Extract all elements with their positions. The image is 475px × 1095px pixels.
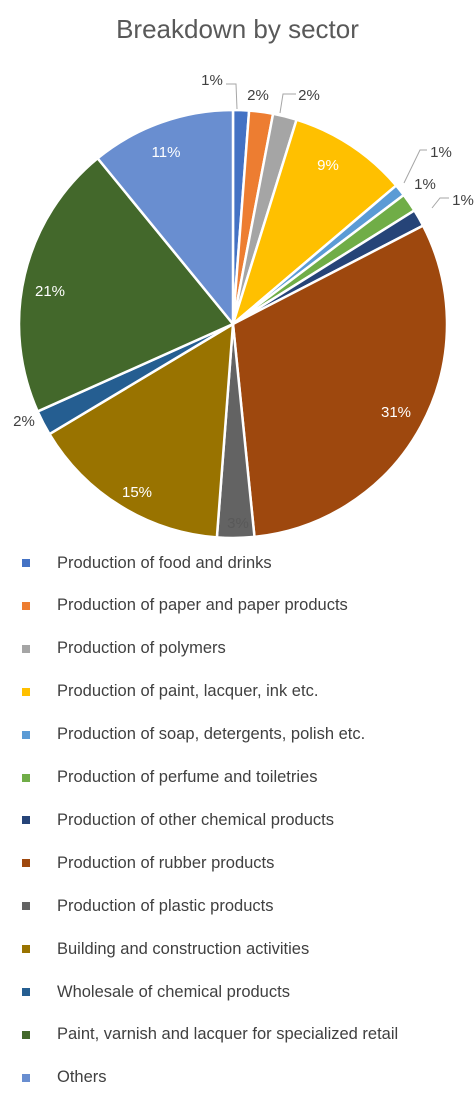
legend-item-production-of-polymers: Production of polymers	[22, 637, 226, 661]
pie-slice-production-of-rubber-products	[231, 224, 449, 539]
data-label-production-of-paint-lacquer-ink-etc: 9%	[317, 157, 339, 174]
legend-label: Production of polymers	[57, 639, 226, 658]
data-labels: 1% 2% 2% 9% 1% 1% 1% 31% 3% 15% 2% 21% 11%	[13, 72, 474, 532]
legend-swatch	[22, 1073, 30, 1082]
legend-label: Production of paint, lacquer, ink etc.	[57, 682, 319, 701]
leader-lines	[226, 83, 449, 209]
legend-label: Production of other chemical products	[57, 810, 334, 829]
data-label-production-of-food-and-drinks: 1%	[201, 72, 223, 89]
legend-swatch	[22, 1030, 30, 1039]
chart-title: Breakdown by sector	[116, 14, 359, 44]
leader-line-production-of-food-and-drinks	[226, 83, 238, 110]
legend-swatch	[22, 902, 30, 911]
legend-item-others: Others	[22, 1066, 107, 1090]
legend-label: Production of paper and paper products	[57, 596, 348, 615]
legend-item-production-of-soap-detergents-polish-etc: Production of soap, detergents, polish e…	[22, 723, 365, 747]
legend-label: Building and construction activities	[57, 939, 310, 958]
pie-chart: 1% 2% 2% 9% 1% 1% 1% 31% 3% 15% 2% 21% 11%	[13, 72, 474, 540]
legend-item-production-of-rubber-products: Production of rubber products	[22, 851, 274, 875]
data-label-others: 11%	[152, 144, 181, 161]
data-label-wholesale-of-chemical-products: 2%	[13, 413, 35, 430]
data-label-paint-varnish-and-lacquer-for-specialized-retail: 21%	[35, 283, 65, 300]
legend-swatch	[22, 687, 30, 696]
legend-swatch	[22, 945, 30, 954]
leader-line-production-of-other-chemical-products	[431, 197, 449, 209]
data-label-production-of-rubber-products: 31%	[381, 404, 411, 421]
leader-line-production-of-polymers	[279, 93, 296, 114]
legend-swatch	[22, 730, 30, 739]
legend-label: Production of soap, detergents, polish e…	[57, 725, 366, 744]
legend-swatch	[22, 816, 30, 825]
legend-item-production-of-paper-and-paper-products: Production of paper and paper products	[22, 594, 348, 618]
legend-swatch	[22, 988, 30, 996]
legend-item-production-of-food-and-drinks: Production of food and drinks	[22, 551, 272, 575]
pie-slice-paint-varnish-and-lacquer-for-specialized-retail	[17, 157, 235, 413]
legend-label: Production of perfume and toiletries	[57, 768, 318, 786]
data-label-building-and-construction-activities: 15%	[122, 484, 152, 501]
pie-slices	[17, 108, 449, 540]
legend-label: Paint, varnish and lacquer for specializ…	[57, 1025, 399, 1044]
legend-label: Production of rubber products	[57, 853, 275, 872]
legend-item-production-of-perfume-and-toiletries: Production of perfume and toiletries	[22, 766, 317, 790]
data-label-production-of-other-chemical-products: 1%	[452, 192, 474, 209]
legend-label: Others	[57, 1068, 107, 1087]
legend-swatch	[22, 559, 30, 567]
pie-slice-production-of-paint-lacquer-ink-etc	[231, 118, 398, 326]
data-label-production-of-plastic-products: 3%	[227, 515, 249, 532]
legend-label: Wholesale of chemical products	[57, 982, 290, 1001]
legend-item-wholesale-of-chemical-products: Wholesale of chemical products	[22, 980, 290, 1004]
data-label-production-of-polymers: 2%	[298, 87, 320, 104]
legend-label: Production of plastic products	[57, 896, 274, 915]
legend-swatch	[22, 773, 30, 782]
legend-item-production-of-plastic-products: Production of plastic products	[22, 894, 273, 918]
legend-label: Production of food and drinks	[57, 553, 272, 572]
legend-item-building-and-construction-activities: Building and construction activities	[22, 937, 309, 961]
data-label-production-of-soap-detergents-polish-etc: 1%	[430, 144, 452, 161]
legend-item-paint-varnish-and-lacquer-for-specialized-retail: Paint, varnish and lacquer for specializ…	[22, 1023, 398, 1047]
leader-line-production-of-soap-detergents-polish-etc	[403, 149, 427, 184]
pie-slice-others	[96, 108, 235, 326]
data-label-production-of-perfume-and-toiletries: 1%	[414, 176, 436, 193]
legend-item-production-of-paint-lacquer-ink-etc: Production of paint, lacquer, ink etc.	[22, 680, 318, 704]
legend-swatch	[22, 601, 30, 610]
data-label-production-of-paper-and-paper-products: 2%	[247, 87, 269, 104]
pie-slice-building-and-construction-activities	[48, 322, 235, 539]
legend-item-production-of-other-chemical-products: Production of other chemical products	[22, 808, 334, 832]
legend-swatch	[22, 859, 30, 868]
legend-swatch	[22, 644, 30, 653]
